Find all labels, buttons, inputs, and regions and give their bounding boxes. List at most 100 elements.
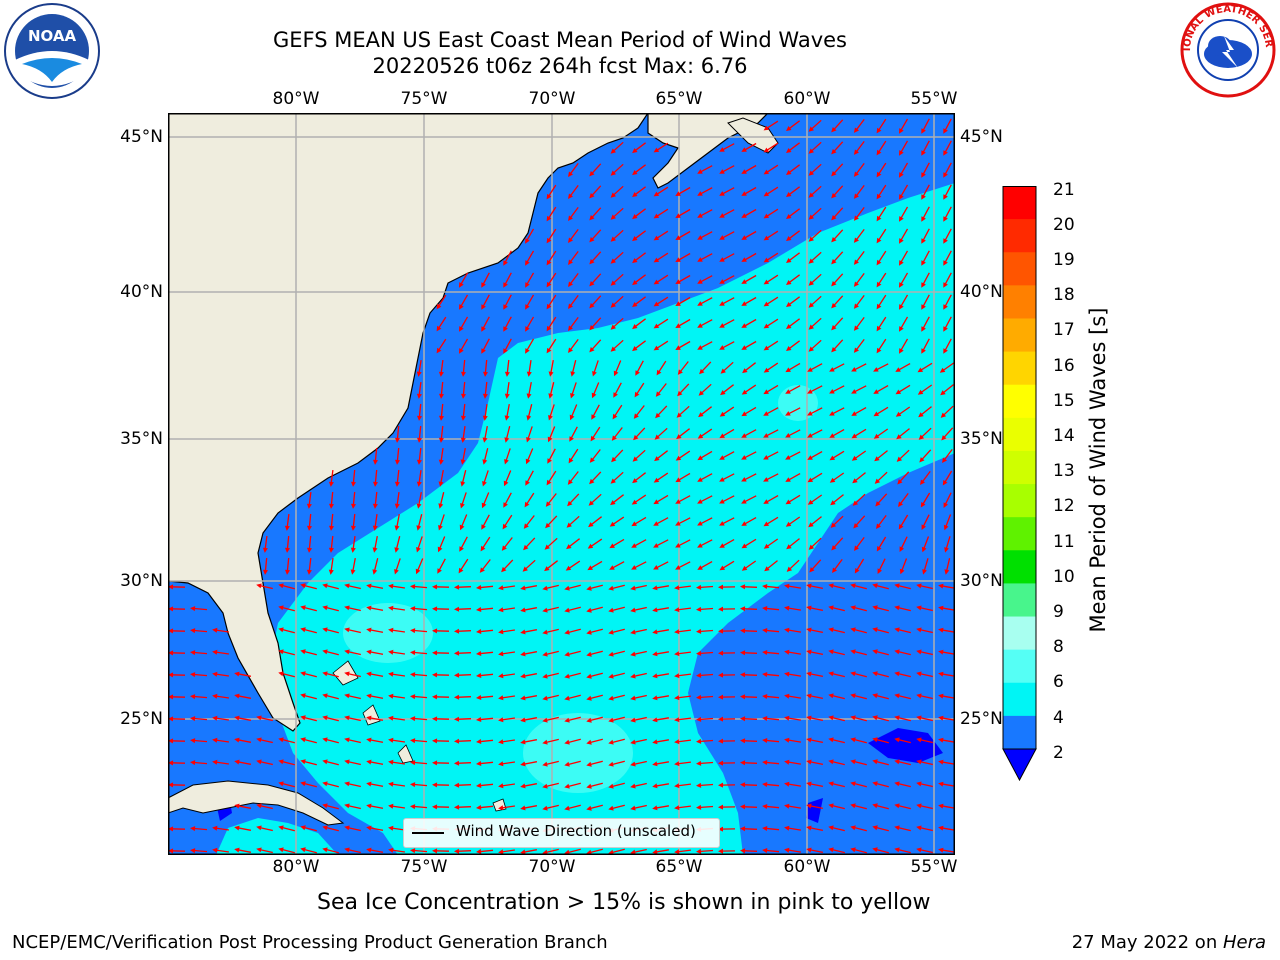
wave-direction-arrowhead [763, 499, 769, 504]
wave-direction-arrow [633, 628, 647, 634]
wave-direction-arrow [831, 782, 845, 788]
wave-direction-arrow [633, 672, 647, 678]
wave-direction-arrowhead [388, 649, 394, 655]
wave-direction-arrowhead [677, 369, 683, 375]
wave-direction-arrowhead [876, 523, 881, 529]
wave-direction-arrowhead [921, 282, 926, 288]
wave-direction-arrowhead [696, 694, 702, 700]
wave-direction-arrowhead [394, 547, 400, 553]
wave-direction-arrow [654, 673, 670, 677]
wave-direction-arrow [699, 450, 713, 460]
wave-direction-arrowhead [460, 503, 465, 509]
wave-direction-arrow [478, 849, 494, 853]
wave-direction-arrowhead [876, 149, 882, 156]
wave-direction-arrowhead [632, 192, 638, 198]
map-frame [168, 113, 955, 855]
wave-direction-arrowhead [234, 803, 240, 809]
wave-direction-arrow [504, 316, 512, 330]
wave-direction-arrowhead [697, 279, 703, 284]
wave-direction-arrowhead [653, 521, 659, 526]
wave-direction-arrowhead [432, 716, 438, 722]
wave-direction-arrow [919, 716, 933, 722]
wave-direction-arrow [677, 561, 691, 569]
wave-direction-arrow [633, 494, 647, 504]
wave-direction-arrow [368, 849, 384, 853]
wave-direction-arrowhead [916, 671, 922, 677]
wave-direction-arrow [677, 230, 691, 240]
wave-direction-arrow [808, 672, 824, 678]
wave-direction-arrowhead [763, 147, 770, 153]
wave-direction-arrowhead [786, 544, 792, 550]
lon-tick-top: 60°W [783, 89, 831, 109]
wave-direction-arrowhead [938, 803, 944, 809]
wave-direction-arrow [567, 804, 581, 810]
wave-direction-arrow [612, 141, 624, 153]
wave-direction-arrow [764, 585, 780, 589]
wave-direction-arrowhead [697, 301, 703, 306]
wave-direction-arrow [303, 628, 317, 634]
wave-direction-arrow [570, 404, 578, 418]
wave-direction-arrowhead [921, 348, 926, 354]
wave-direction-arrowhead [329, 503, 334, 509]
wave-direction-arrow [374, 514, 378, 528]
wave-direction-arrowhead [652, 761, 658, 767]
wave-direction-arrow [721, 560, 735, 570]
wave-direction-arrowhead [876, 237, 882, 244]
wave-direction-arrowhead [546, 237, 552, 244]
wave-direction-arrow [633, 539, 647, 547]
wave-direction-arrowhead [256, 737, 262, 743]
wave-direction-arrowhead [454, 672, 460, 678]
wave-direction-arrowhead [366, 605, 372, 611]
wave-direction-arrow [236, 739, 252, 743]
wave-direction-arrowhead [697, 345, 703, 350]
wave-direction-arrow [612, 185, 624, 197]
wave-direction-arrowhead [806, 649, 812, 655]
wave-direction-arrow [545, 804, 559, 810]
wave-direction-arrowhead [542, 805, 548, 811]
wave-direction-arrow [875, 650, 889, 656]
wave-direction-arrow [786, 761, 802, 765]
wave-direction-arrow [438, 558, 446, 572]
wave-direction-arrowhead [943, 238, 948, 244]
wave-direction-arrowhead [873, 389, 879, 394]
wave-direction-arrowhead [763, 279, 770, 285]
wave-direction-arrowhead [589, 281, 595, 287]
lon-tick-bottom: 60°W [783, 857, 831, 877]
wave-direction-arrowhead [322, 693, 328, 699]
wave-direction-arrow [418, 447, 422, 463]
wave-direction-arrow [281, 826, 295, 832]
wave-direction-arrowhead [942, 480, 948, 486]
wave-direction-arrowhead [696, 738, 702, 744]
wave-direction-arrowhead [943, 524, 949, 531]
wave-direction-arrowhead [542, 717, 548, 723]
colorbar-tick: 20 [1053, 215, 1075, 235]
wave-direction-arrow [831, 385, 845, 393]
wave-direction-arrow [742, 740, 758, 742]
wave-direction-arrow [855, 317, 865, 329]
wave-direction-arrow [655, 142, 669, 152]
wave-direction-arrowhead [609, 565, 615, 570]
wave-direction-arrow [347, 760, 361, 766]
wave-direction-arrow [721, 297, 735, 305]
wave-direction-arrowhead [922, 569, 927, 575]
wave-direction-arrowhead [718, 694, 723, 700]
wave-direction-arrow [809, 472, 823, 482]
wave-direction-arrow [764, 739, 780, 743]
wave-direction-arrow [547, 206, 557, 220]
wave-direction-arrowhead [632, 258, 638, 264]
wave-direction-arrowhead [548, 393, 554, 399]
wave-direction-arrowhead [366, 583, 372, 589]
colorbar-segment [1003, 616, 1036, 651]
wave-direction-arrowhead [852, 500, 859, 506]
wave-direction-arrowhead [461, 371, 466, 377]
wave-direction-arrow [391, 827, 405, 831]
wave-direction-arrow [569, 295, 579, 307]
wave-direction-arrow [677, 695, 691, 699]
wave-direction-arrowhead [653, 301, 660, 307]
wave-direction-arrowhead [894, 759, 900, 765]
wave-direction-arrow [613, 404, 623, 418]
wave-direction-arrow [308, 513, 312, 529]
wave-direction-arrowhead [459, 304, 464, 310]
wave-direction-arrowhead [674, 717, 680, 723]
wave-direction-arrow [612, 295, 624, 307]
